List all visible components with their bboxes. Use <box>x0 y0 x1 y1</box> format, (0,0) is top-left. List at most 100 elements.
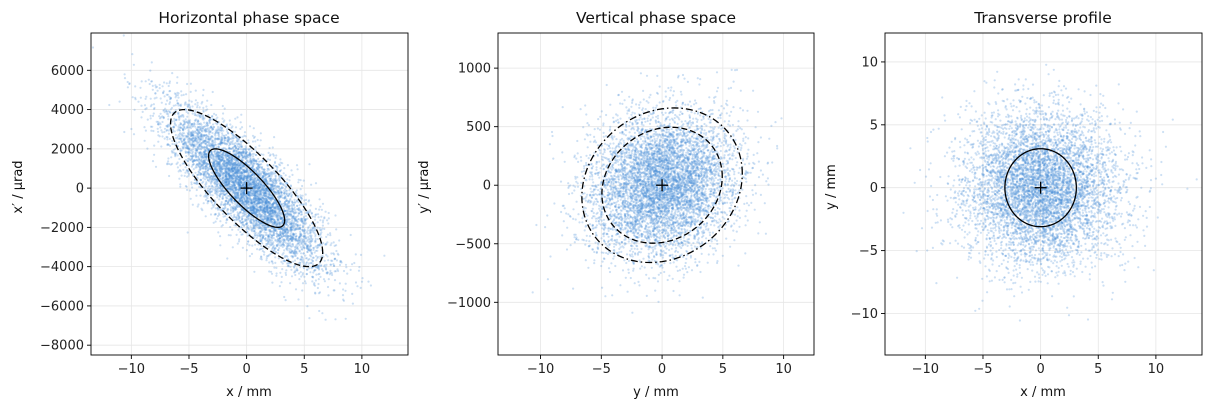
scatter-point <box>289 197 292 201</box>
scatter-point <box>159 126 162 129</box>
scatter-point <box>257 166 261 169</box>
scatter-point <box>140 116 143 119</box>
scatter-point <box>338 282 341 285</box>
scatter-point <box>251 140 255 143</box>
scatter-point <box>304 218 307 221</box>
scatter-point <box>207 167 210 170</box>
scatter-point <box>342 299 345 302</box>
scatter-point <box>255 180 258 183</box>
scatter-point <box>278 244 281 247</box>
scatter-point <box>182 93 185 96</box>
scatter-point <box>269 236 272 239</box>
scatter-point <box>219 150 222 153</box>
scatter-point <box>269 179 272 182</box>
scatter-point <box>261 176 264 179</box>
scatter-point <box>237 179 240 182</box>
scatter-point <box>144 108 147 111</box>
scatter-point <box>224 205 227 208</box>
scatter-point <box>243 156 247 159</box>
scatter-point <box>151 125 154 128</box>
scatter-point <box>231 246 234 249</box>
scatter-point <box>226 165 229 168</box>
scatter-point <box>235 216 238 219</box>
scatter-point <box>273 210 276 213</box>
scatter-point <box>275 154 278 157</box>
scatter-point <box>232 143 235 146</box>
scatter-point <box>202 162 205 165</box>
scatter-point <box>228 147 231 150</box>
scatter-point <box>221 159 224 162</box>
scatter-point <box>233 191 236 195</box>
scatter-point <box>163 109 166 112</box>
scatter-point <box>294 232 297 235</box>
scatter-point <box>315 273 318 276</box>
scatter-point <box>144 129 147 132</box>
scatter-point <box>312 271 315 274</box>
scatter-point <box>296 220 299 223</box>
scatter-point <box>332 252 335 255</box>
scatter-point <box>217 125 220 129</box>
scatter-point <box>259 234 262 238</box>
scatter-point <box>206 197 209 200</box>
scatter-point <box>257 168 260 171</box>
scatter-point <box>193 144 196 147</box>
scatter-point <box>240 165 243 168</box>
scatter-point <box>286 202 289 205</box>
scatter-point <box>258 198 262 201</box>
scatter-point <box>185 135 188 138</box>
scatter-point <box>296 246 299 249</box>
scatter-point <box>294 222 297 226</box>
scatter-point <box>277 190 280 193</box>
scatter-point <box>264 233 267 236</box>
scatter-point <box>225 184 228 187</box>
scatter-point <box>247 182 250 185</box>
scatter-point <box>261 188 264 191</box>
scatter-point <box>287 231 290 234</box>
scatter-point <box>326 241 329 244</box>
scatter-point <box>221 104 224 108</box>
scatter-point <box>205 176 208 179</box>
scatter-point <box>221 117 224 120</box>
scatter-point <box>154 86 157 89</box>
scatter-point <box>148 82 151 86</box>
scatter-point <box>298 278 301 281</box>
scatter-point <box>202 177 205 180</box>
scatter-point <box>229 147 232 150</box>
scatter-point <box>239 181 242 184</box>
scatter-point <box>282 192 286 195</box>
scatter-point <box>254 193 257 196</box>
scatter-point <box>242 183 245 187</box>
scatter-point <box>289 242 292 245</box>
scatter-point <box>290 200 293 203</box>
scatter-point <box>272 206 276 209</box>
scatter-point <box>224 177 227 180</box>
scatter-point <box>297 196 300 199</box>
scatter-point <box>254 213 257 216</box>
scatter-point <box>210 207 213 210</box>
scatter-point <box>163 95 166 98</box>
scatter-point <box>234 163 237 167</box>
scatter-point <box>312 246 315 250</box>
scatter-point <box>330 272 333 275</box>
scatter-point <box>333 270 336 273</box>
scatter-point <box>250 149 253 152</box>
scatter-point <box>202 110 205 113</box>
scatter-point <box>312 246 316 249</box>
scatter-point <box>250 204 253 207</box>
scatter-point <box>162 117 165 120</box>
scatter-point <box>304 212 307 215</box>
scatter-point <box>306 305 309 308</box>
scatter-point <box>176 137 179 140</box>
x-axis-label: x / mm <box>226 385 272 400</box>
scatter-point <box>307 236 310 239</box>
scatter-point <box>261 196 264 199</box>
scatter-point <box>185 185 188 188</box>
scatter-point <box>242 192 245 195</box>
scatter-point <box>187 164 190 167</box>
scatter-point <box>317 246 320 249</box>
scatter-point <box>276 218 279 221</box>
scatter-point <box>312 248 315 251</box>
scatter-point <box>306 211 309 215</box>
scatter-point <box>126 86 129 89</box>
scatter-point <box>278 200 281 203</box>
